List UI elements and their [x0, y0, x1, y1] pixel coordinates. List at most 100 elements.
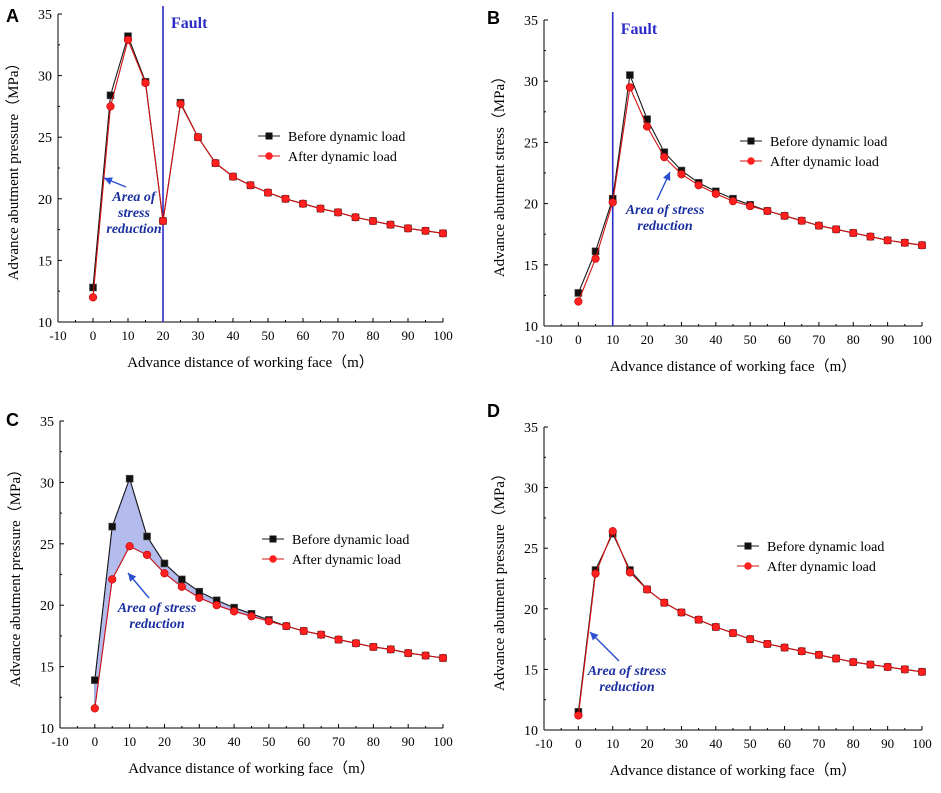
- y-tick-label: 10: [524, 724, 538, 739]
- data-point-after: [746, 201, 755, 211]
- y-tick-label: 15: [38, 254, 52, 269]
- data-point-after: [386, 220, 395, 229]
- legend-marker-after: [747, 157, 755, 165]
- data-point-after: [368, 216, 378, 226]
- data-point-after: [108, 575, 117, 584]
- y-tick-label: 15: [524, 663, 538, 678]
- x-tick-label: 30: [675, 332, 688, 347]
- x-tick-label: 40: [227, 328, 240, 343]
- y-tick-label: 30: [40, 476, 54, 491]
- annotation-arrowhead: [104, 177, 113, 185]
- legend-marker-after: [269, 555, 277, 563]
- legend: Before dynamic load After dynamic load: [258, 130, 405, 165]
- data-point-after: [608, 527, 617, 536]
- data-point-after: [866, 660, 875, 669]
- data-point-after: [316, 204, 325, 213]
- x-tick-label: 90: [881, 332, 894, 347]
- data-point-after: [917, 241, 927, 250]
- y-tick-label: 10: [40, 722, 54, 737]
- x-tick-label: -10: [535, 736, 552, 751]
- data-point-after: [404, 648, 413, 658]
- data-point-after: [141, 78, 150, 88]
- data-point-after: [883, 236, 892, 245]
- y-tick-label: 25: [524, 542, 538, 557]
- data-point-after: [780, 643, 789, 652]
- data-point-after: [746, 634, 755, 644]
- data-point-after: [386, 645, 395, 654]
- data-point-after: [797, 647, 806, 656]
- data-point-before: [178, 575, 186, 584]
- annotation-text: stress: [117, 206, 150, 221]
- legend-label-before: Before dynamic load: [288, 130, 405, 145]
- legend-label-after: After dynamic load: [767, 560, 876, 575]
- data-point-after: [883, 662, 892, 672]
- x-tick-label: 10: [123, 734, 136, 749]
- panel-a: A -10 0 10 20 30 40 50 60 70 80 90 100 10 15 20 25 30 35 Ad…: [5, 6, 453, 371]
- data-point-after: [90, 704, 99, 713]
- data-point-after: [317, 630, 326, 639]
- data-point-after: [849, 658, 858, 667]
- fault-label: Fault: [621, 21, 658, 38]
- legend: Before dynamic load After dynamic load: [740, 135, 887, 170]
- legend-marker-after: [744, 562, 752, 570]
- x-tick-label: 0: [575, 736, 582, 751]
- annotation-text: Area of stress: [587, 664, 667, 679]
- data-point-after: [125, 542, 134, 551]
- data-point-after: [677, 608, 686, 617]
- data-point-after: [694, 181, 703, 190]
- y-tick-label: 30: [524, 482, 538, 497]
- legend: Before dynamic load After dynamic load: [737, 540, 884, 575]
- data-point-after: [438, 229, 448, 238]
- y-axis-title: Advance abutment stress（MPa）: [491, 69, 508, 277]
- x-tick-label: 50: [262, 734, 275, 749]
- data-point-after: [660, 152, 669, 162]
- data-point-after: [246, 181, 255, 190]
- data-point-after: [797, 216, 806, 225]
- data-point-after: [88, 293, 98, 302]
- data-point-after: [351, 213, 360, 222]
- x-axis-title: Advance distance of working face（m）: [127, 354, 374, 371]
- data-point-after: [369, 642, 378, 652]
- data-point-after: [351, 639, 361, 648]
- annotation-text: Area of: [111, 190, 157, 205]
- x-tick-label: 70: [812, 332, 825, 347]
- x-tick-label: 0: [92, 734, 99, 749]
- data-point-after: [211, 158, 220, 168]
- y-tick-label: 25: [524, 136, 538, 151]
- annotation-text: Area of stress: [625, 203, 705, 218]
- data-point-after: [264, 617, 274, 626]
- x-tick-label: -10: [535, 332, 552, 347]
- x-tick-label: -10: [51, 734, 68, 749]
- x-tick-label: 20: [158, 734, 171, 749]
- legend-marker-before: [265, 132, 273, 140]
- data-point-before: [626, 71, 634, 79]
- y-tick-label: 20: [524, 603, 538, 618]
- data-point-after: [694, 615, 703, 624]
- annotation-text: reduction: [106, 222, 161, 237]
- data-point-after: [281, 194, 290, 203]
- x-tick-label: 90: [402, 328, 415, 343]
- x-tick-label: 60: [297, 734, 310, 749]
- x-tick-label: 90: [402, 734, 415, 749]
- y-tick-label: 35: [524, 421, 538, 436]
- x-tick-label: 50: [744, 332, 757, 347]
- annotation-text: reduction: [637, 219, 692, 234]
- data-point-after: [642, 585, 652, 594]
- x-tick-label: 80: [847, 736, 860, 751]
- data-point-after: [193, 133, 203, 142]
- y-tick-label: 35: [38, 8, 52, 23]
- series-line-after: [577, 85, 923, 302]
- y-axis-title: Advance abutment pressure（MPa）: [5, 56, 22, 281]
- y-tick-label: 30: [524, 75, 538, 90]
- data-point-after: [728, 197, 738, 206]
- data-point-before: [160, 559, 169, 568]
- x-tick-label: 100: [433, 734, 453, 749]
- x-axis-title: Advance distance of working face（m）: [610, 762, 857, 779]
- data-point-after: [298, 199, 308, 208]
- data-point-after: [142, 550, 152, 559]
- data-point-after: [608, 198, 617, 207]
- data-point-after: [158, 216, 168, 226]
- data-point-after: [123, 35, 133, 44]
- data-point-after: [421, 226, 430, 235]
- data-point-after: [177, 582, 186, 591]
